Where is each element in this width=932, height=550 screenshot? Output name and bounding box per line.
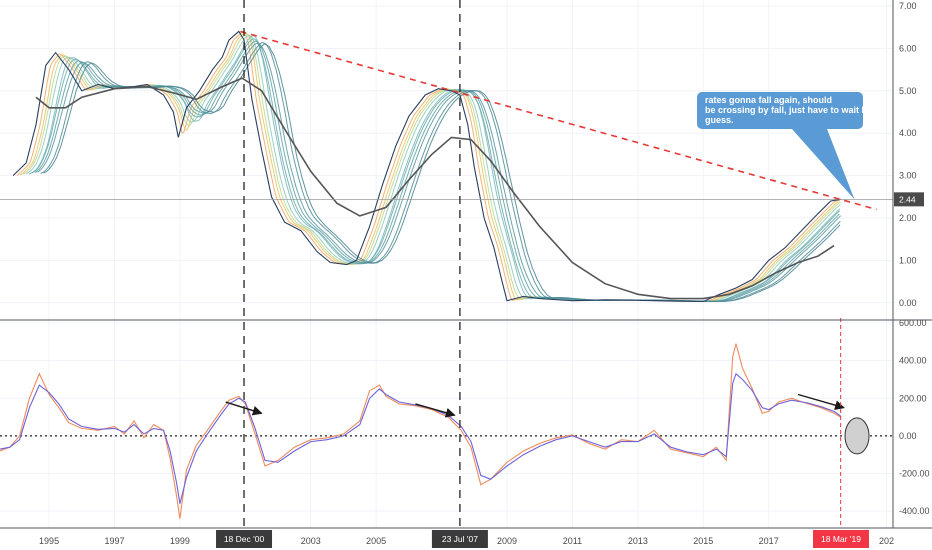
date-marker-label: 18 Dec '00: [224, 534, 265, 544]
oscillator-tick-label: -400.00: [899, 506, 930, 516]
date-marker-label: 23 Jul '07: [442, 534, 478, 544]
callout-box[interactable]: [697, 92, 863, 129]
oscillator-tick-label: 400.00: [899, 356, 927, 366]
time-tick-label: 2005: [366, 536, 386, 546]
price-tick-label: 6.00: [899, 43, 917, 53]
price-tick-label: 0.00: [899, 298, 917, 308]
oscillator-slow-line: [0, 372, 842, 504]
callout-text-line: guess.: [705, 115, 734, 125]
divergence-arrow: [415, 403, 456, 418]
callout-text-line: rates gonna fall again, should: [705, 95, 832, 105]
date-marker-badge: [216, 530, 273, 548]
oscillator-tick-label: -200.00: [899, 469, 930, 479]
oscillator-tick-label: 0.00: [899, 431, 917, 441]
price-line: [12, 30, 841, 303]
grid: [0, 0, 893, 528]
price-tick-label: 7.00: [899, 1, 917, 11]
price-tick-label: 2.00: [899, 213, 917, 223]
price-tick-label: 1.00: [899, 255, 917, 265]
ribbon-line-10: [43, 43, 841, 302]
time-tick-label: 2017: [759, 536, 779, 546]
divergence-arrow: [797, 393, 845, 410]
time-tick-label: 1997: [104, 536, 124, 546]
price-tick-label: 3.00: [899, 171, 917, 181]
time-tick-label: 1999: [170, 536, 190, 546]
long-moving-average-line: [35, 77, 835, 300]
oscillator-tick-label: 200.00: [899, 393, 927, 403]
time-tick-label: 2009: [497, 536, 517, 546]
callout-text-line: be crossing by fall, just have to wait I: [705, 105, 864, 115]
time-tick-label: 2003: [301, 536, 321, 546]
price-tick-label: 4.00: [899, 128, 917, 138]
price-tick-label: 5.00: [899, 86, 917, 96]
time-tick-label: 1995: [39, 536, 59, 546]
callout-pointer: [792, 129, 855, 200]
last-value-badge: [894, 192, 924, 207]
last-value-label: 2.44: [899, 194, 916, 204]
date-marker-badge: [431, 530, 488, 548]
oscillator-tick-label: 600.00: [899, 318, 927, 328]
resistance-trendline: [240, 30, 877, 211]
series-layer: [0, 30, 893, 519]
time-tick-label: 2013: [628, 536, 648, 546]
date-marker-badge: [812, 530, 869, 548]
time-tick-label: 2011: [563, 536, 582, 546]
date-marker-label: 18 Mar '19: [821, 534, 861, 544]
time-tick-label: 202: [879, 536, 894, 546]
time-tick-label: 2015: [693, 536, 713, 546]
highlight-ellipse: [844, 417, 870, 455]
